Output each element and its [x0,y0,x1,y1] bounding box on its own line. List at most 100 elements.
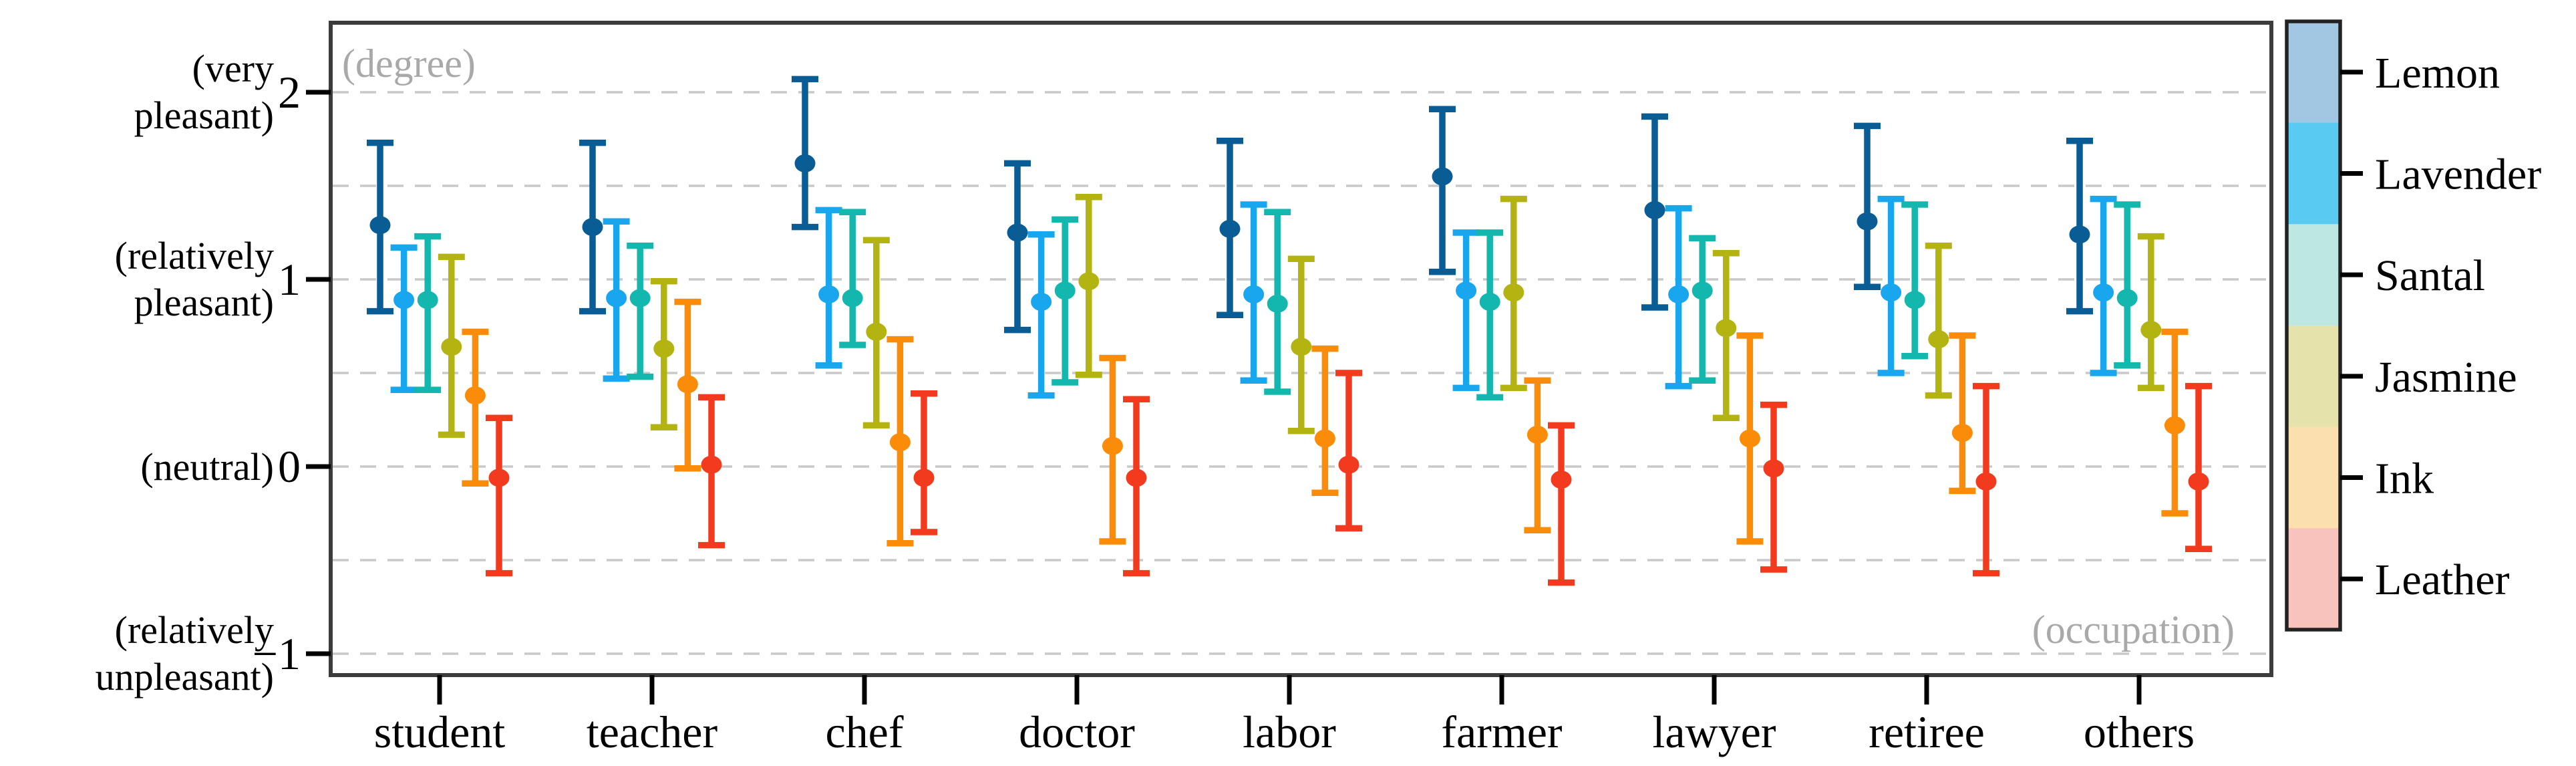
point-lemon-student [369,216,391,235]
point-ink-retiree [1951,424,1973,442]
point-ink-others [2164,416,2185,434]
point-santal-lawyer [1692,281,1713,300]
point-jasmine-teacher [653,340,675,358]
x-tick-label-doctor: doctor [1019,707,1135,757]
legend-label-santal: Santal [2375,251,2485,300]
legend-colorbar-border [2285,19,2342,632]
point-leather-teacher [701,455,722,474]
legend-swatch-lavender [2287,122,2340,225]
x-tick-label-student: student [374,707,506,757]
point-lavender-teacher [606,289,627,307]
x-axis-layer: student teacher chef doctor labor farmer lawye… [374,675,2195,757]
y-side-label: (neutral) [140,445,274,489]
x-tick-label-retiree: retiree [1869,707,1985,757]
point-santal-chef [842,289,863,307]
inner-annotations: (degree) (occupation) [342,41,2235,652]
point-lavender-farmer [1456,281,1477,300]
legend-swatch-santal [2287,224,2340,326]
point-ink-farmer [1526,425,1548,444]
x-tick-label-labor: labor [1243,707,1336,757]
point-ink-labor [1314,429,1335,448]
point-lavender-doctor [1031,293,1052,311]
y-side-label: (relatively [115,608,274,652]
point-lavender-labor [1243,285,1265,303]
x-tick-label-farmer: farmer [1441,707,1563,757]
y-side-label: pleasant) [134,281,274,324]
point-ink-lawyer [1739,429,1760,448]
point-leather-farmer [1551,471,1572,489]
point-santal-teacher [629,289,651,307]
data-points-layer [367,76,2212,586]
series-lemon [367,76,2093,334]
degree-axis-annotation: (degree) [342,41,476,86]
point-leather-chef [913,469,935,487]
series-ink [462,298,2189,547]
point-jasmine-others [2140,321,2162,340]
point-leather-labor [1338,455,1359,474]
point-leather-others [2188,472,2209,491]
point-lavender-lawyer [1668,285,1689,303]
legend-label-ink: Ink [2375,455,2434,503]
point-leather-doctor [1126,469,1147,487]
point-lemon-chef [794,154,816,172]
legend-swatch-lemon [2287,21,2340,124]
x-tick-label-chef: chef [825,707,903,757]
y-axis-layer: 210−1(verypleasant)(relativelypleasant)(… [96,47,331,698]
point-lavender-student [393,291,415,309]
point-leather-retiree [1975,472,1997,491]
legend-colorbar-layer: Lemon Lavender Santal Jasmine Ink Leather [2285,19,2541,632]
point-lavender-retiree [1881,283,1902,302]
point-jasmine-doctor [1078,272,1100,291]
point-santal-others [2116,289,2138,307]
point-santal-student [417,291,438,309]
y-tick-label-−1: −1 [253,628,301,679]
point-lemon-retiree [1857,212,1878,231]
point-lemon-farmer [1432,167,1453,186]
point-lavender-chef [818,285,840,303]
occupation-axis-annotation: (occupation) [2032,608,2235,652]
point-lemon-lawyer [1644,201,1665,219]
point-jasmine-lawyer [1716,319,1737,338]
point-jasmine-farmer [1503,283,1524,302]
legend-label-jasmine: Jasmine [2375,353,2517,402]
point-jasmine-retiree [1928,330,1949,349]
point-lemon-doctor [1007,223,1028,242]
point-ink-chef [889,433,911,452]
series-lavender [390,195,2117,399]
series-leather [486,370,2212,586]
y-tick-label-2: 2 [278,67,301,118]
point-jasmine-labor [1291,338,1312,356]
point-jasmine-chef [866,322,887,341]
point-santal-labor [1267,294,1288,313]
y-side-label: unpleasant) [96,655,274,698]
point-jasmine-student [441,338,462,356]
y-side-label: pleasant) [134,94,274,137]
point-lemon-labor [1219,219,1241,238]
y-tick-label-1: 1 [278,254,301,305]
point-leather-lawyer [1763,459,1784,478]
point-lavender-others [2093,283,2114,302]
point-santal-farmer [1479,293,1500,311]
legend-swatch-leather [2287,528,2340,630]
y-side-label: (relatively [115,234,274,277]
point-ink-doctor [1102,436,1123,455]
legend-label-lavender: Lavender [2375,150,2541,199]
point-santal-retiree [1904,291,1925,309]
point-lemon-teacher [582,218,603,237]
series-santal [414,201,2141,401]
series-jasmine [438,194,2164,438]
point-lemon-others [2069,225,2090,244]
legend-swatch-ink [2287,426,2340,529]
point-ink-student [464,386,486,405]
legend-label-lemon: Lemon [2375,49,2500,98]
point-leather-student [488,469,510,487]
point-santal-doctor [1054,281,1076,300]
legend-swatch-jasmine [2287,326,2340,428]
point-ink-teacher [677,375,698,394]
legend-label-leather: Leather [2375,555,2510,604]
x-tick-label-lawyer: lawyer [1652,707,1776,757]
y-side-label: (very [192,47,274,90]
x-tick-label-teacher: teacher [587,707,718,757]
